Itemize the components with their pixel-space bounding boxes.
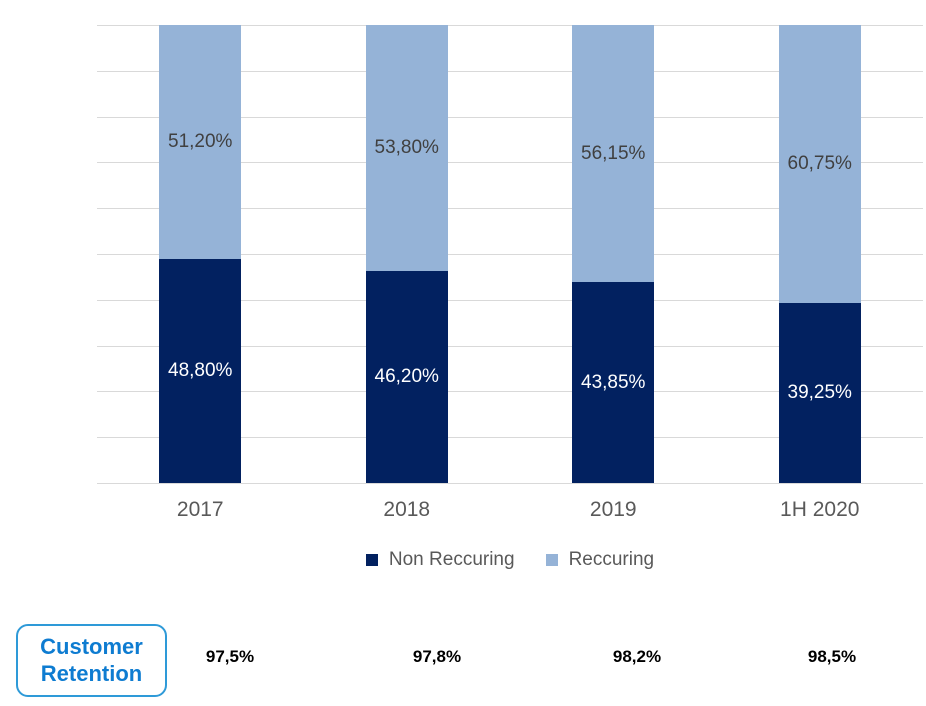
bar-label-non-reccuring: 46,20% bbox=[374, 366, 439, 388]
bar-label-non-reccuring: 39,25% bbox=[787, 382, 852, 404]
retention-value: 98,5% bbox=[807, 647, 857, 666]
bar-segment-reccuring: 56,15% bbox=[572, 25, 655, 283]
legend-swatch-icon bbox=[365, 554, 378, 566]
chart-legend: Non Reccuring Reccuring bbox=[97, 549, 923, 571]
gridline bbox=[97, 345, 923, 347]
gridline bbox=[97, 208, 923, 210]
x-axis-label: 1H 2020 bbox=[780, 498, 860, 521]
bar-label-non-reccuring: 43,85% bbox=[581, 371, 646, 393]
gridline bbox=[97, 162, 923, 164]
bar-2018: 53,80% 46,20% bbox=[365, 25, 448, 483]
legend-swatch-icon bbox=[545, 554, 558, 566]
retention-value: 97,5% bbox=[205, 647, 255, 666]
bar-label-reccuring: 60,75% bbox=[787, 153, 852, 175]
bar-segment-non-reccuring: 43,85% bbox=[572, 282, 655, 483]
bar-2017: 51,20% 48,80% bbox=[159, 25, 242, 483]
retention-value: 97,8% bbox=[412, 647, 462, 666]
bar-segment-reccuring: 53,80% bbox=[365, 25, 448, 272]
bar-label-reccuring: 51,20% bbox=[168, 131, 233, 153]
gridline bbox=[97, 391, 923, 393]
customer-retention-label-line1: Customer bbox=[40, 633, 143, 659]
legend-item-non-reccuring: Non Reccuring bbox=[365, 549, 515, 571]
legend-item-reccuring: Reccuring bbox=[545, 549, 655, 571]
bar-2019: 56,15% 43,85% bbox=[572, 25, 655, 483]
gridline bbox=[97, 116, 923, 118]
x-axis-label: 2017 bbox=[176, 498, 224, 521]
bar-1h-2020: 60,75% 39,25% bbox=[778, 25, 861, 483]
customer-retention-label-line2: Retention bbox=[40, 660, 143, 686]
retention-value: 98,2% bbox=[612, 647, 662, 666]
bar-label-reccuring: 53,80% bbox=[374, 137, 439, 159]
bar-label-non-reccuring: 48,80% bbox=[168, 360, 233, 382]
x-axis-label: 2018 bbox=[383, 498, 431, 521]
bar-segment-reccuring: 60,75% bbox=[778, 25, 861, 304]
stacked-bar-chart: 51,20% 48,80% 53,80% 46,20% 56,15% 43,85% 60,7… bbox=[97, 25, 923, 484]
bar-segment-reccuring: 51,20% bbox=[159, 25, 242, 260]
bar-label-reccuring: 56,15% bbox=[581, 142, 646, 164]
gridline bbox=[97, 70, 923, 72]
x-axis-line bbox=[97, 483, 923, 484]
x-axis-label: 2019 bbox=[589, 498, 637, 521]
legend-label: Non Reccuring bbox=[388, 549, 515, 570]
customer-retention-box: Customer Retention bbox=[16, 624, 167, 697]
gridline bbox=[97, 254, 923, 255]
gridline bbox=[97, 437, 923, 439]
legend-label: Reccuring bbox=[568, 549, 655, 570]
gridline bbox=[97, 25, 923, 26]
bar-segment-non-reccuring: 48,80% bbox=[159, 259, 242, 483]
bar-segment-non-reccuring: 39,25% bbox=[778, 303, 861, 483]
gridline bbox=[97, 299, 923, 301]
bar-segment-non-reccuring: 46,20% bbox=[365, 271, 448, 483]
